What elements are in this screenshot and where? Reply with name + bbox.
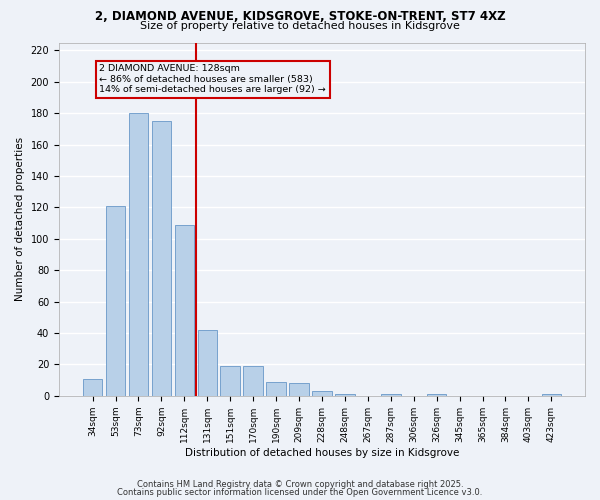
Text: Size of property relative to detached houses in Kidsgrove: Size of property relative to detached ho… — [140, 21, 460, 31]
Bar — [83, 378, 103, 396]
Bar — [381, 394, 401, 396]
Bar — [220, 366, 240, 396]
Bar — [128, 113, 148, 396]
Bar — [244, 366, 263, 396]
Text: Contains HM Land Registry data © Crown copyright and database right 2025.: Contains HM Land Registry data © Crown c… — [137, 480, 463, 489]
X-axis label: Distribution of detached houses by size in Kidsgrove: Distribution of detached houses by size … — [185, 448, 459, 458]
Bar — [289, 384, 309, 396]
Y-axis label: Number of detached properties: Number of detached properties — [15, 137, 25, 301]
Text: Contains public sector information licensed under the Open Government Licence v3: Contains public sector information licen… — [118, 488, 482, 497]
Bar — [335, 394, 355, 396]
Bar — [427, 394, 446, 396]
Bar — [106, 206, 125, 396]
Text: 2 DIAMOND AVENUE: 128sqm
← 86% of detached houses are smaller (583)
14% of semi-: 2 DIAMOND AVENUE: 128sqm ← 86% of detach… — [100, 64, 326, 94]
Bar — [542, 394, 561, 396]
Bar — [312, 391, 332, 396]
Bar — [175, 224, 194, 396]
Bar — [266, 382, 286, 396]
Text: 2, DIAMOND AVENUE, KIDSGROVE, STOKE-ON-TRENT, ST7 4XZ: 2, DIAMOND AVENUE, KIDSGROVE, STOKE-ON-T… — [95, 10, 505, 23]
Bar — [197, 330, 217, 396]
Bar — [152, 121, 171, 396]
